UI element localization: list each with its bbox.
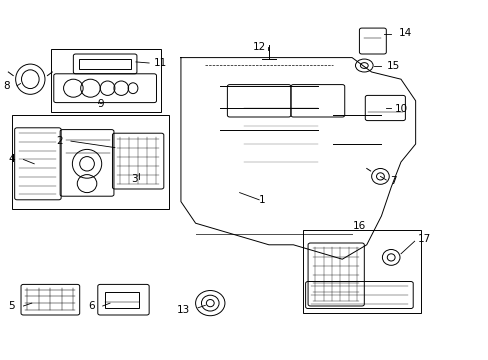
Text: 14: 14: [398, 28, 411, 38]
Text: 1: 1: [259, 195, 265, 205]
Text: 9: 9: [98, 99, 104, 109]
Text: 10: 10: [394, 104, 407, 114]
Bar: [12, 115, 168, 209]
Text: 13: 13: [176, 305, 189, 315]
Text: 12: 12: [253, 42, 266, 52]
Text: 16: 16: [352, 221, 366, 231]
Bar: [303, 230, 420, 313]
Text: 7: 7: [389, 176, 396, 186]
Text: 11: 11: [154, 58, 167, 68]
Text: 5: 5: [8, 301, 15, 311]
Text: 15: 15: [386, 60, 400, 71]
Text: 2: 2: [56, 136, 62, 146]
Bar: [105, 292, 139, 308]
Text: 8: 8: [3, 81, 10, 91]
Text: 6: 6: [88, 301, 95, 311]
Text: 3: 3: [131, 174, 138, 184]
Text: 4: 4: [8, 154, 15, 165]
Bar: [51, 49, 161, 112]
Text: 17: 17: [417, 234, 430, 244]
Bar: [79, 59, 130, 69]
